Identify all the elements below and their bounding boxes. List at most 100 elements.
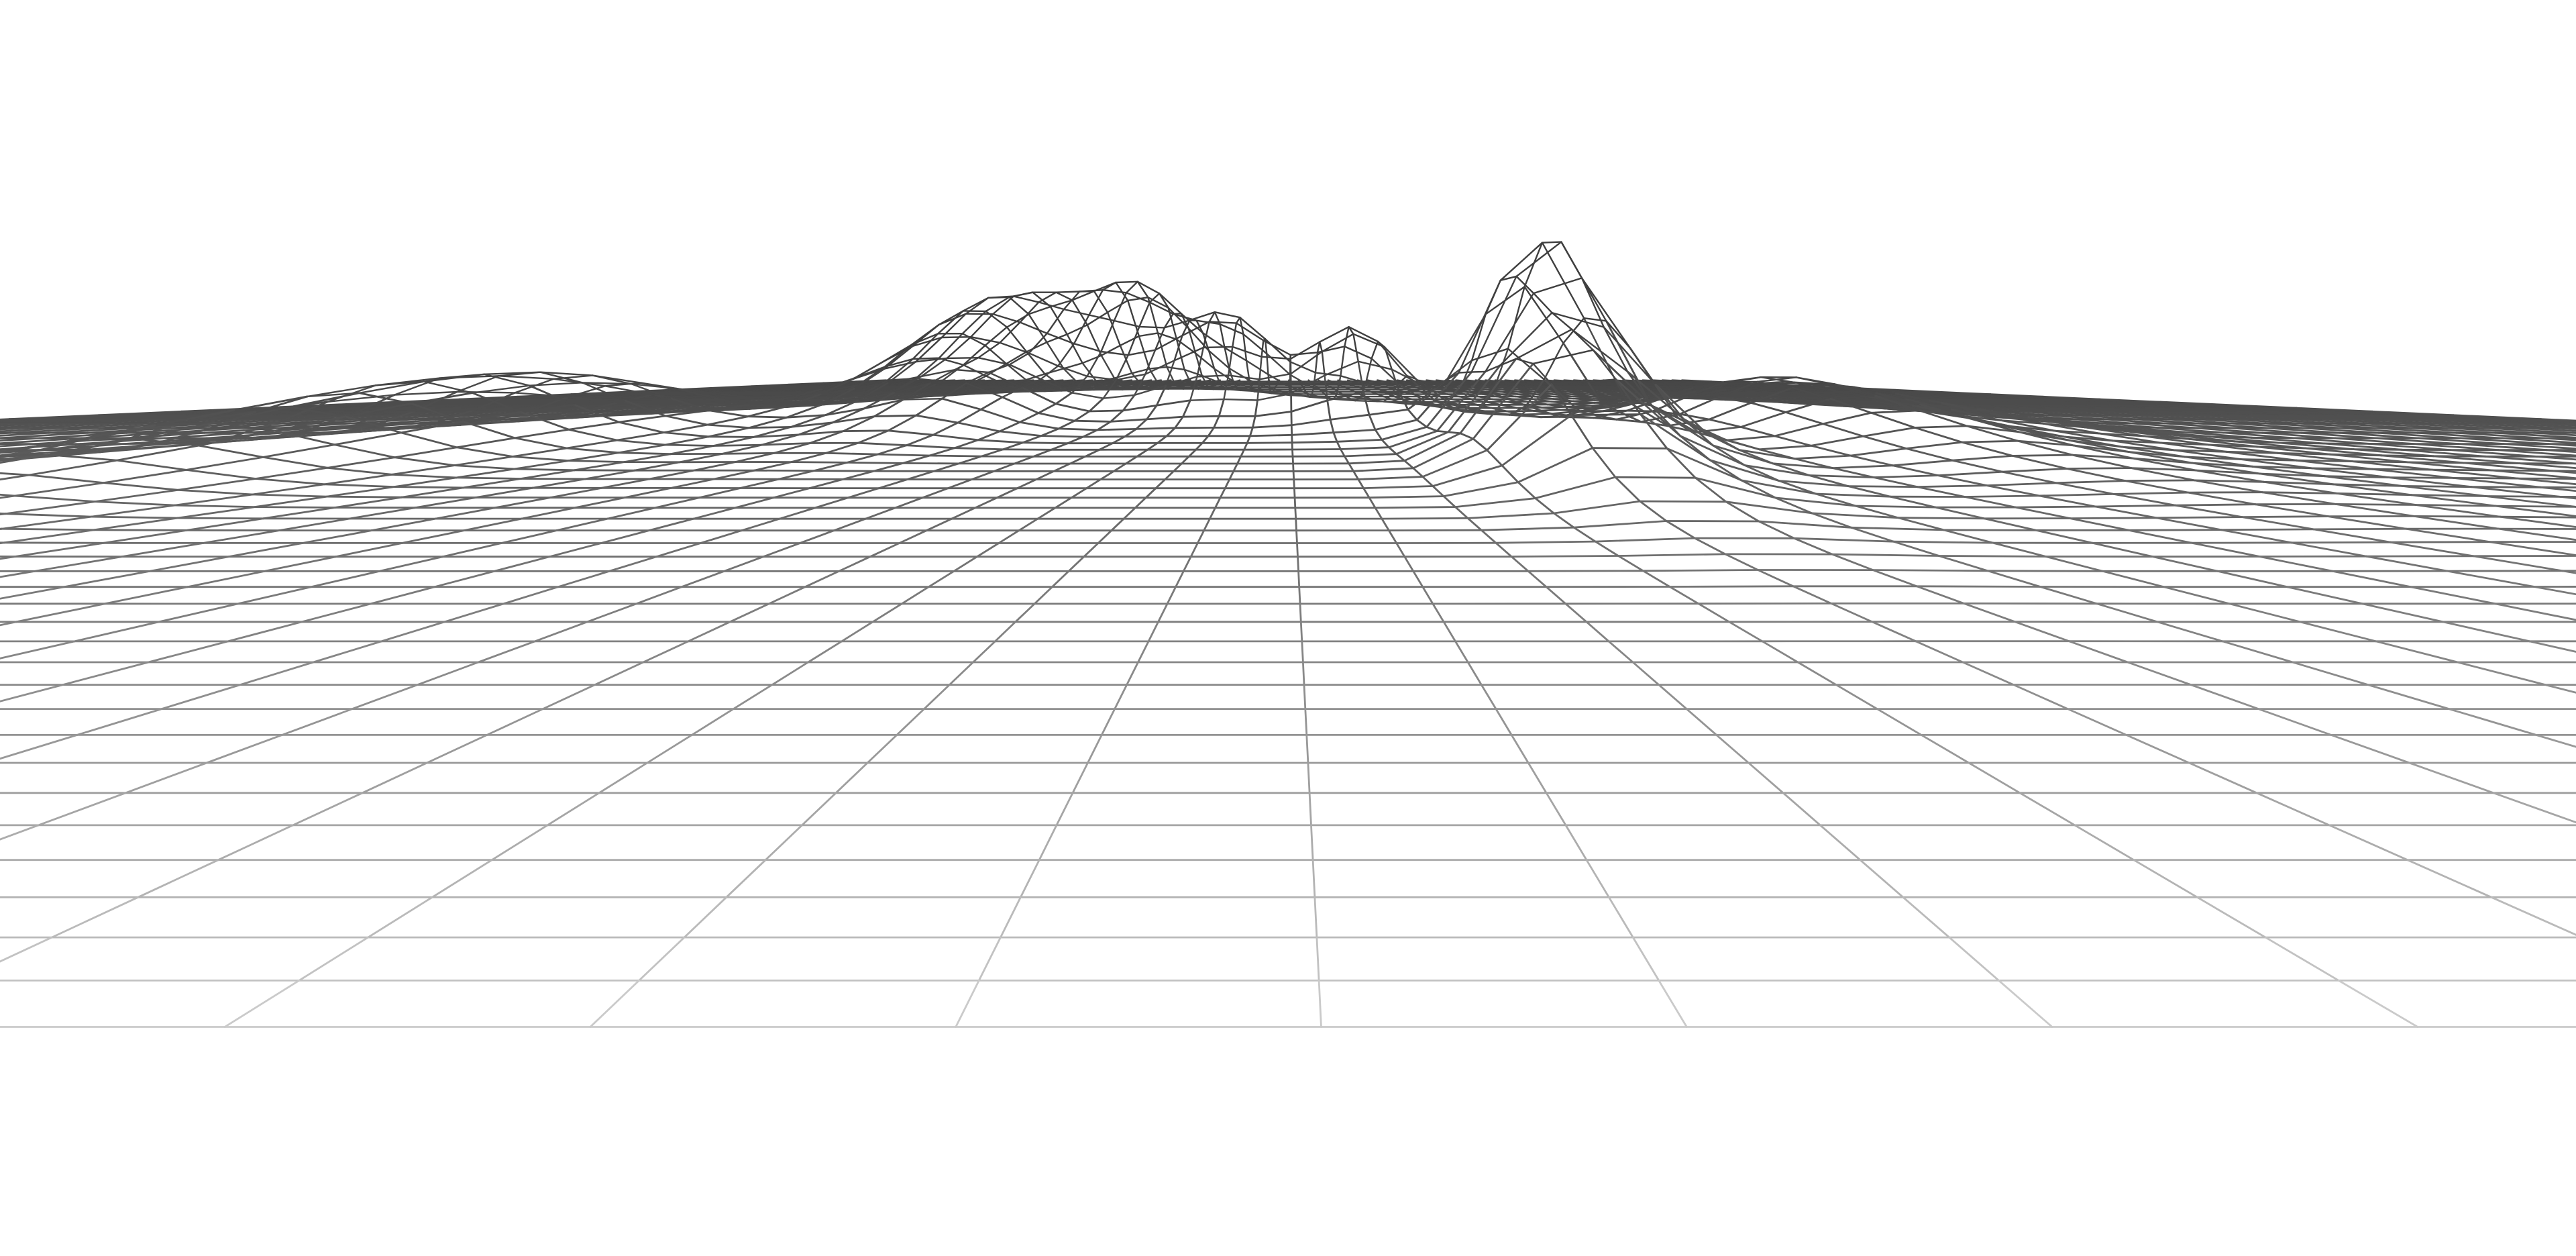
wire-segment bbox=[753, 433, 800, 438]
wire-segment bbox=[1831, 553, 1940, 557]
wire-segment bbox=[852, 368, 885, 380]
wire-segment bbox=[2072, 444, 2134, 460]
wire-segment bbox=[288, 392, 360, 409]
wire-segment bbox=[0, 513, 7, 516]
wire-segment bbox=[838, 556, 871, 572]
wire-segment bbox=[185, 456, 264, 471]
wire-segment bbox=[1794, 387, 1834, 392]
wire-segment bbox=[857, 429, 890, 444]
wire-segment bbox=[2321, 418, 2401, 425]
wire-segment bbox=[920, 357, 948, 378]
wire-segment bbox=[1164, 470, 1175, 480]
wire-segment bbox=[1006, 384, 1028, 392]
wire-segment bbox=[1432, 603, 1445, 623]
wire-segment bbox=[679, 453, 724, 464]
wire-segment bbox=[1134, 384, 1167, 396]
wire-segment bbox=[2446, 418, 2536, 425]
wire-segment bbox=[414, 496, 477, 509]
wire-segment bbox=[2263, 410, 2339, 417]
wire-segment bbox=[568, 385, 606, 398]
wire-segment bbox=[1831, 464, 1894, 469]
wire-segment bbox=[252, 493, 328, 498]
wire-segment bbox=[857, 392, 895, 402]
wire-segment bbox=[521, 507, 576, 520]
wire-segment bbox=[462, 421, 516, 439]
wire-segment bbox=[254, 506, 336, 509]
wire-segment bbox=[1345, 395, 1352, 400]
wire-segment bbox=[2296, 407, 2373, 413]
wire-segment bbox=[2038, 404, 2097, 409]
wire-segment bbox=[177, 488, 254, 496]
wire-segment bbox=[2334, 437, 2415, 445]
wire-segment bbox=[2418, 437, 2505, 445]
wire-segment bbox=[281, 708, 354, 736]
wire-segment bbox=[1517, 481, 1537, 499]
wire-segment bbox=[2482, 427, 2574, 434]
wire-segment bbox=[1484, 292, 1535, 373]
wire-segment bbox=[2470, 486, 2562, 498]
wire-segment bbox=[1201, 374, 1209, 388]
wire-segment bbox=[2138, 401, 2204, 406]
wire-segment bbox=[987, 295, 1015, 299]
wire-segment bbox=[2365, 555, 2449, 572]
wire-segment bbox=[1658, 684, 1688, 710]
wire-segment bbox=[1572, 382, 1595, 386]
wire-segment bbox=[2494, 505, 2576, 508]
wire-segment bbox=[471, 384, 531, 394]
wire-segment bbox=[623, 453, 672, 463]
wire-segment bbox=[953, 447, 1004, 451]
wire-segment bbox=[2151, 556, 2219, 572]
wire-segment bbox=[1018, 421, 1060, 430]
wire-segment bbox=[0, 512, 7, 515]
wire-segment bbox=[1403, 432, 1462, 462]
wire-segment bbox=[2300, 431, 2378, 439]
wire-segment bbox=[2412, 443, 2500, 452]
wire-segment bbox=[1454, 506, 1469, 519]
wire-segment bbox=[1028, 305, 1052, 315]
wire-segment bbox=[2352, 418, 2434, 425]
wire-segment bbox=[1507, 286, 1525, 350]
wire-segment bbox=[1379, 382, 1388, 386]
wire-segment bbox=[1626, 370, 1684, 420]
wire-segment bbox=[1937, 470, 2004, 476]
wire-segment bbox=[227, 621, 303, 643]
wire-segment bbox=[1543, 342, 1564, 380]
wire-segment bbox=[2191, 414, 2261, 421]
wire-segment bbox=[2323, 475, 2390, 478]
wire-segment bbox=[683, 896, 728, 939]
wire-segment bbox=[1568, 383, 1592, 387]
wire-segment bbox=[1002, 441, 1024, 451]
wire-segment bbox=[1399, 386, 1437, 394]
wire-segment bbox=[2295, 459, 2373, 470]
wire-segment bbox=[2155, 517, 2222, 531]
wire-segment bbox=[1964, 494, 2041, 498]
wire-segment bbox=[15, 603, 107, 623]
wire-segment bbox=[2221, 640, 2294, 664]
wire-segment bbox=[1470, 275, 1517, 373]
wire-segment bbox=[0, 450, 36, 457]
wire-segment bbox=[1454, 640, 1469, 664]
wire-segment bbox=[1124, 435, 1168, 438]
wire-segment bbox=[1362, 390, 1371, 416]
wire-segment bbox=[1311, 394, 1335, 400]
wire-segment bbox=[1106, 311, 1122, 347]
wire-segment bbox=[1021, 378, 1042, 388]
wire-segment bbox=[1967, 395, 2020, 401]
wire-segment bbox=[1446, 385, 1460, 389]
wire-segment bbox=[873, 414, 917, 417]
wire-segment bbox=[553, 374, 594, 380]
wire-segment bbox=[1102, 289, 1128, 294]
wire-segment bbox=[2055, 482, 2115, 495]
wire-segment bbox=[790, 421, 834, 428]
wire-segment bbox=[589, 980, 640, 1028]
wire-segment bbox=[548, 542, 602, 558]
wire-segment bbox=[1582, 317, 1627, 401]
wire-segment bbox=[1395, 453, 1406, 462]
wire-segment bbox=[2463, 462, 2553, 472]
wire-segment bbox=[4, 513, 93, 518]
wire-segment bbox=[2173, 449, 2242, 460]
wire-segment bbox=[712, 397, 755, 399]
wire-segment bbox=[2540, 418, 2576, 422]
wire-segment bbox=[835, 762, 869, 794]
wire-segment bbox=[725, 859, 767, 898]
